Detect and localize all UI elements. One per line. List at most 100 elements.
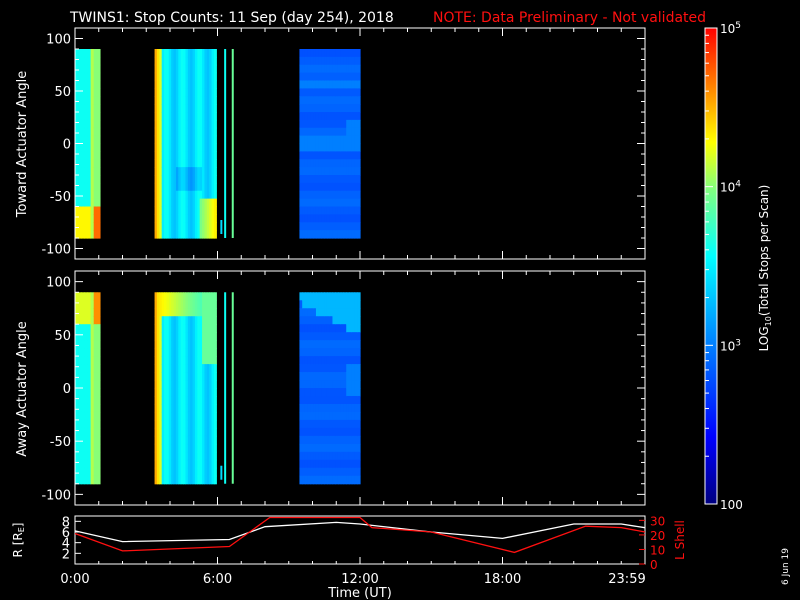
- heatmap-cell: [87, 56, 92, 66]
- heatmap-cell: [175, 411, 179, 421]
- heatmap-cell: [159, 388, 163, 397]
- heatmap-cell: [304, 388, 309, 397]
- heatmap-cell: [161, 198, 165, 208]
- heatmap-cell: [357, 96, 361, 105]
- heatmap-cell: [166, 348, 170, 357]
- heatmap-cell: [93, 467, 98, 477]
- heatmap-cell: [329, 340, 334, 349]
- heatmap-cell: [313, 112, 317, 121]
- heatmap-cell: [310, 364, 314, 373]
- heatmap-cell: [354, 443, 358, 453]
- heatmap-cell: [307, 372, 312, 381]
- heatmap-cell: [313, 364, 317, 373]
- heatmap-cell: [199, 64, 203, 74]
- heatmap-cell: [209, 372, 213, 381]
- heatmap-cell: [315, 198, 320, 208]
- heatmap-cell: [164, 56, 168, 66]
- heatmap-cell: [202, 459, 206, 469]
- heatmap-cell: [318, 206, 323, 215]
- heatmap-cell: [84, 427, 89, 437]
- heatmap-cell: [175, 364, 179, 373]
- heatmap-cell: [206, 467, 210, 477]
- heatmap-cell: [318, 459, 323, 469]
- heatmap-cell: [175, 206, 179, 215]
- heatmap-cell: [96, 64, 101, 74]
- heatmap-cell: [354, 112, 358, 121]
- heatmap-cell: [318, 300, 323, 309]
- heatmap-cell: [156, 96, 160, 105]
- heatmap-cell: [78, 56, 82, 66]
- heatmap-cell: [154, 427, 158, 437]
- heatmap-cell: [156, 300, 160, 309]
- heatmap-cell: [180, 324, 184, 333]
- heatmap-cell: [348, 135, 353, 145]
- heatmap-cell: [202, 403, 206, 413]
- heatmap-cell: [326, 475, 331, 485]
- heatmap-cell: [343, 175, 347, 184]
- heatmap-cell: [159, 300, 163, 309]
- heatmap-cell: [340, 403, 345, 413]
- heatmap-cell: [87, 80, 92, 89]
- heatmap-cell: [209, 151, 213, 160]
- heatmap-cell: [156, 292, 160, 301]
- heatmap-cell: [321, 167, 325, 176]
- heatmap-cell: [357, 451, 361, 461]
- heatmap-cell: [321, 56, 325, 66]
- heatmap-cell: [206, 190, 210, 200]
- heatmap-cell: [204, 182, 208, 192]
- heatmap-cell: [96, 451, 101, 461]
- heatmap-cell: [199, 451, 203, 461]
- heatmap-cell: [175, 230, 179, 239]
- heatmap-cell: [78, 364, 82, 373]
- heatmap-cell: [209, 80, 213, 89]
- heatmap-cell: [213, 308, 217, 317]
- heatmap-cell: [154, 388, 158, 397]
- heatmap-cell: [187, 222, 191, 231]
- heatmap-cell: [209, 292, 213, 301]
- heatmap-cell: [93, 388, 98, 397]
- heatmap-cell: [346, 316, 350, 325]
- heatmap-cell: [346, 340, 350, 349]
- heatmap-cell: [302, 380, 306, 389]
- heatmap-cell: [194, 292, 198, 301]
- heatmap-cell: [354, 316, 358, 325]
- heatmap-cell: [346, 198, 350, 208]
- heatmap-cell: [332, 119, 336, 129]
- heatmap-cell: [159, 64, 163, 74]
- heatmap-cell: [299, 324, 303, 333]
- heatmap-cell: [354, 190, 358, 200]
- heatmap-cell: [340, 427, 345, 437]
- heatmap-cell: [199, 475, 203, 485]
- heatmap-cell: [307, 182, 312, 192]
- heatmap-cell: [75, 427, 79, 437]
- heatmap-cell: [87, 135, 92, 145]
- lshell-tick-label: 20: [650, 529, 665, 543]
- heatmap-cell: [161, 356, 165, 365]
- heatmap-cell: [96, 112, 101, 121]
- heatmap-cell: [194, 308, 198, 317]
- heatmap-cell: [87, 316, 92, 325]
- heatmap-cell: [354, 64, 358, 74]
- heatmap-cell: [354, 411, 358, 421]
- heatmap-cell: [304, 419, 309, 429]
- heatmap-cell: [346, 72, 350, 82]
- heatmap-cell: [156, 135, 160, 145]
- heatmap-cell: [315, 411, 320, 421]
- heatmap-cell: [168, 459, 172, 469]
- heatmap-cell: [209, 198, 213, 208]
- heatmap-cell: [81, 112, 85, 121]
- heatmap-cell: [357, 467, 361, 477]
- heatmap-cell: [171, 214, 175, 223]
- heatmap-cell: [337, 182, 342, 192]
- heatmap-cell: [168, 88, 172, 97]
- heatmap-cell: [194, 403, 198, 413]
- heatmap-cell: [187, 340, 191, 349]
- heatmap-cell: [197, 340, 201, 349]
- heatmap-cell: [166, 151, 170, 160]
- heatmap-cell: [354, 403, 358, 413]
- heatmap-cell: [75, 159, 79, 168]
- heatmap-cell: [346, 451, 350, 461]
- heatmap-cell: [159, 292, 163, 301]
- heatmap-cell: [326, 348, 331, 357]
- heatmap-cell: [213, 49, 217, 58]
